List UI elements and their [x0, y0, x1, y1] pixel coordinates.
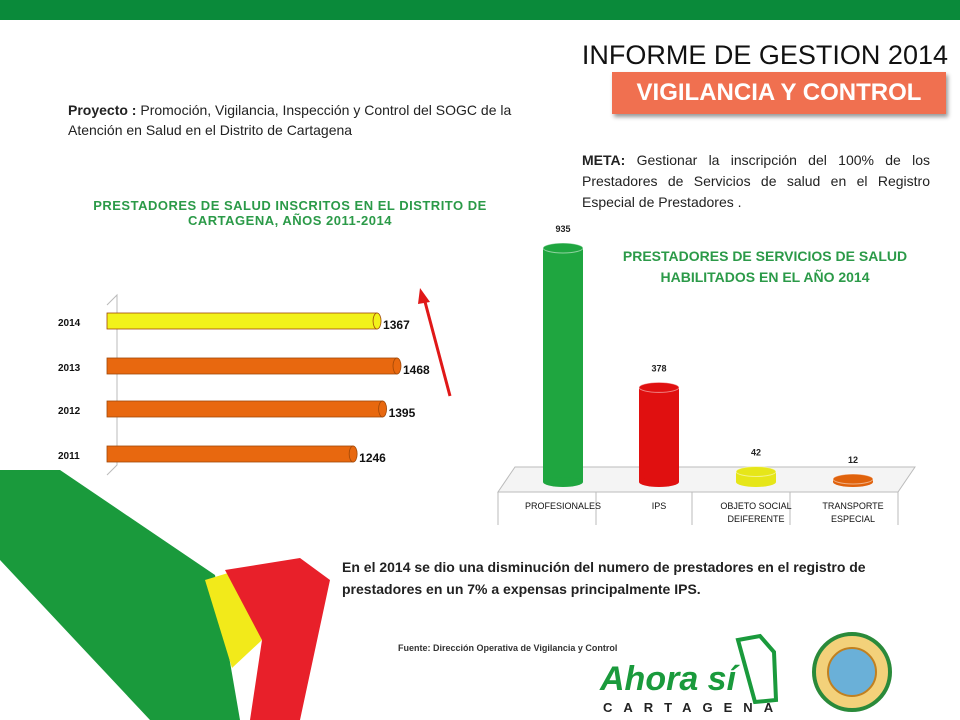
bar-base — [736, 477, 776, 487]
category-label: OBJETO SOCIAL DEIFERENTE — [720, 501, 792, 524]
category-label: PROFESIONALES — [524, 501, 602, 511]
bar-cap — [378, 400, 387, 418]
project: Proyecto : Promoción, Vigilancia, Inspec… — [68, 100, 538, 140]
value-label: 1468 — [403, 363, 430, 377]
bar — [106, 445, 358, 463]
ribbon-red — [225, 558, 330, 720]
value-label: 1367 — [383, 318, 410, 332]
value-label: 42 — [751, 447, 761, 457]
bar-base — [639, 477, 679, 487]
ribbon-yellow — [205, 570, 262, 668]
value-label: 1395 — [389, 406, 416, 420]
bar — [106, 400, 387, 418]
bar-top — [735, 465, 777, 477]
conclusion: En el 2014 se dio una disminución del nu… — [342, 559, 866, 597]
bar — [542, 242, 584, 487]
category-label: 2011 — [58, 451, 80, 462]
bar-top — [542, 242, 584, 254]
project-text: Promoción, Vigilancia, Inspección y Cont… — [68, 102, 512, 138]
bar-body — [543, 248, 583, 482]
bar-cap — [348, 445, 358, 463]
seal-inner — [827, 647, 877, 697]
chart-2: 935 378 42 12 — [497, 224, 916, 525]
bar — [735, 465, 777, 487]
bar-body — [106, 312, 378, 330]
category-label: 2014 — [58, 318, 81, 329]
category-label: TRANSPORTE ESPECIAL — [822, 501, 884, 524]
meta: META: Gestionar la inscripción del 100% … — [582, 150, 930, 213]
bar — [106, 312, 382, 330]
category-label: IPS — [651, 501, 667, 511]
bar-base — [543, 477, 583, 487]
bar-body — [106, 445, 354, 463]
chart-1: 1367 2014 1468 2013 1395 2012 1246 2011 — [58, 293, 430, 476]
chart-1-frame — [106, 293, 118, 476]
category-label: 2013 — [58, 363, 81, 374]
meta-label: META: — [582, 152, 626, 168]
category-label: 2012 — [58, 406, 81, 417]
bar-body — [106, 400, 383, 418]
bar — [832, 473, 874, 487]
bar-top — [832, 473, 874, 485]
value-label: 935 — [555, 224, 570, 234]
meta-text: Gestionar la inscripción del 100% de los… — [582, 152, 931, 210]
chart-2-title: PRESTADORES DE SERVICIOS DE SALUD HABILI… — [622, 248, 908, 285]
value-label: 378 — [651, 363, 666, 373]
arrow-head — [418, 288, 430, 304]
logo-main: Ahora sí — [600, 660, 737, 698]
logo-hand — [735, 633, 779, 705]
title: INFORME DE GESTION 2014 — [581, 40, 948, 70]
bar-top — [638, 381, 680, 393]
bar — [638, 381, 680, 487]
trend-arrow — [422, 297, 452, 397]
bar-body — [639, 387, 679, 482]
ribbon-green — [0, 470, 240, 720]
subtitle-box: VIGILANCIA Y CONTROL — [612, 72, 946, 114]
project-label: Proyecto : — [68, 102, 137, 118]
top-band — [0, 0, 960, 20]
bar-cap — [372, 312, 382, 330]
bar — [106, 357, 402, 375]
chart-1-title: PRESTADORES DE SALUD INSCRITOS EN EL DIS… — [93, 198, 487, 228]
bar-cap — [392, 357, 402, 375]
chart-2-floor — [497, 466, 916, 493]
logo-city: CARTAGENA — [603, 700, 785, 715]
value-label: 12 — [848, 455, 858, 465]
source: Fuente: Dirección Operativa de Vigilanci… — [398, 643, 618, 653]
value-label: 1246 — [359, 451, 386, 465]
subtitle: VIGILANCIA Y CONTROL — [636, 79, 922, 106]
bar-body — [106, 357, 398, 375]
